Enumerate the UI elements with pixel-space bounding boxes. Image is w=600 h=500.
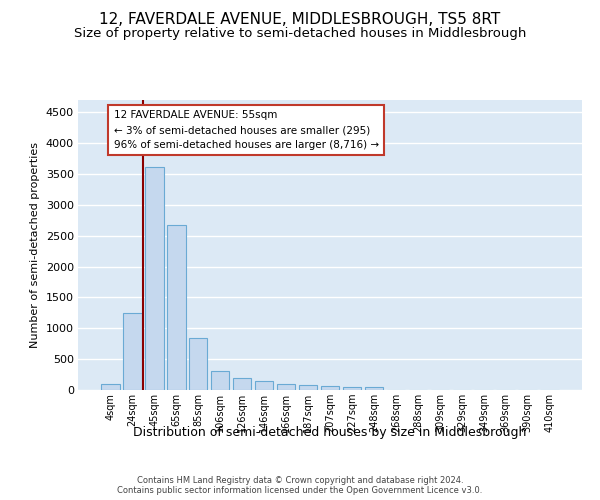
Bar <box>233 378 251 390</box>
Text: 12 FAVERDALE AVENUE: 55sqm
← 3% of semi-detached houses are smaller (295)
96% of: 12 FAVERDALE AVENUE: 55sqm ← 3% of semi-… <box>113 110 379 150</box>
Bar <box>101 384 119 390</box>
Bar <box>189 338 208 390</box>
Text: 12, FAVERDALE AVENUE, MIDDLESBROUGH, TS5 8RT: 12, FAVERDALE AVENUE, MIDDLESBROUGH, TS5… <box>100 12 500 28</box>
Bar <box>320 386 340 390</box>
Text: Contains HM Land Registry data © Crown copyright and database right 2024.
Contai: Contains HM Land Registry data © Crown c… <box>118 476 482 495</box>
Bar <box>299 385 317 390</box>
Bar <box>211 371 229 390</box>
Y-axis label: Number of semi-detached properties: Number of semi-detached properties <box>30 142 40 348</box>
Bar <box>123 313 142 390</box>
Bar <box>145 166 164 390</box>
Bar <box>167 224 185 390</box>
Text: Distribution of semi-detached houses by size in Middlesbrough: Distribution of semi-detached houses by … <box>133 426 527 439</box>
Bar <box>277 384 295 390</box>
Bar <box>343 387 361 390</box>
Bar <box>255 381 274 390</box>
Text: Size of property relative to semi-detached houses in Middlesbrough: Size of property relative to semi-detach… <box>74 28 526 40</box>
Bar <box>365 387 383 390</box>
